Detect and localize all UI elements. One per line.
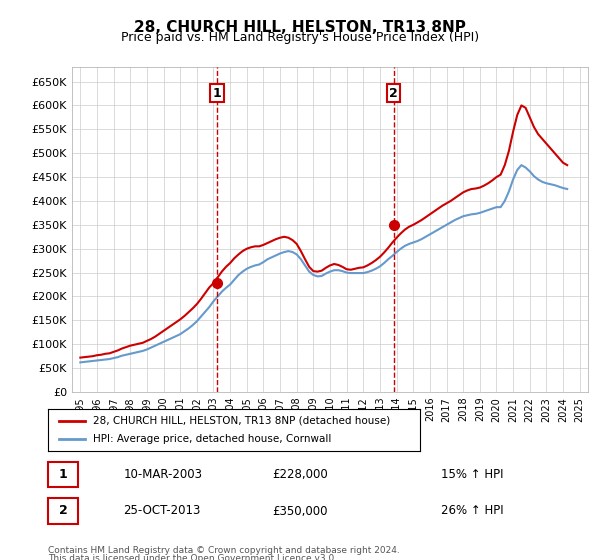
Text: Price paid vs. HM Land Registry's House Price Index (HPI): Price paid vs. HM Land Registry's House …: [121, 31, 479, 44]
Text: 1: 1: [59, 468, 67, 481]
Text: 28, CHURCH HILL, HELSTON, TR13 8NP: 28, CHURCH HILL, HELSTON, TR13 8NP: [134, 20, 466, 35]
Text: 15% ↑ HPI: 15% ↑ HPI: [441, 468, 503, 481]
Text: 2: 2: [59, 505, 67, 517]
Text: 28, CHURCH HILL, HELSTON, TR13 8NP (detached house): 28, CHURCH HILL, HELSTON, TR13 8NP (deta…: [92, 416, 390, 426]
FancyBboxPatch shape: [48, 462, 78, 487]
FancyBboxPatch shape: [48, 498, 78, 524]
Text: Contains HM Land Registry data © Crown copyright and database right 2024.: Contains HM Land Registry data © Crown c…: [48, 546, 400, 555]
Text: £350,000: £350,000: [272, 505, 328, 517]
Text: 2: 2: [389, 87, 398, 100]
Text: 26% ↑ HPI: 26% ↑ HPI: [441, 505, 504, 517]
Text: £228,000: £228,000: [272, 468, 328, 481]
Text: HPI: Average price, detached house, Cornwall: HPI: Average price, detached house, Corn…: [92, 434, 331, 444]
Text: 1: 1: [212, 87, 221, 100]
Text: 25-OCT-2013: 25-OCT-2013: [124, 505, 201, 517]
Text: 10-MAR-2003: 10-MAR-2003: [124, 468, 203, 481]
Text: This data is licensed under the Open Government Licence v3.0.: This data is licensed under the Open Gov…: [48, 554, 337, 560]
